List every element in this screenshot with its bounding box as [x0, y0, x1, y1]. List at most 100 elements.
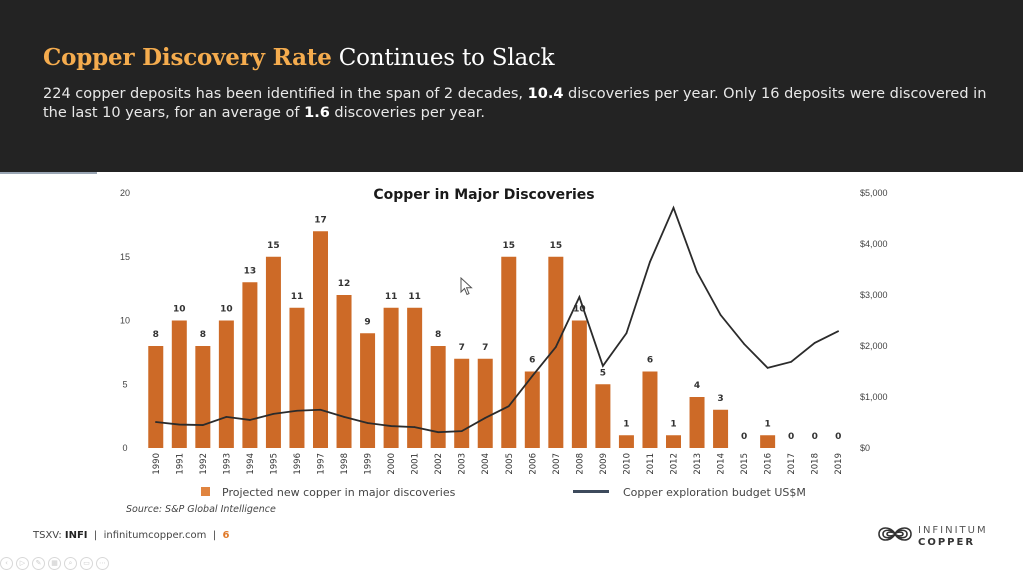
- bar: [760, 435, 776, 448]
- bar: [430, 346, 446, 448]
- line-point: [719, 314, 722, 316]
- previous-slide-button[interactable]: ‹: [0, 557, 13, 570]
- bar-value-label: 15: [550, 241, 563, 251]
- legend: Projected new copper in major discoverie…: [201, 486, 806, 499]
- pen-tool-button[interactable]: ✎: [32, 557, 45, 570]
- x-axis-tick-label: 1990: [152, 453, 162, 475]
- line-point: [178, 423, 181, 426]
- footer-ticker: INFI: [64, 530, 88, 541]
- bar: [336, 295, 352, 448]
- x-axis-tick-label: 1997: [317, 453, 327, 475]
- left-axis-tick-label: 10: [120, 316, 130, 326]
- bar-value-label: 10: [173, 305, 186, 315]
- bar-value-label: 0: [835, 432, 841, 442]
- x-axis: 1990 1991 1992 1993 1994 1995 1996 1997 1998 1999…: [152, 453, 844, 475]
- right-axis-tick-label: $3,000: [860, 290, 888, 300]
- x-axis-tick-label: 2017: [787, 453, 797, 475]
- line-point: [555, 346, 557, 348]
- bar: [242, 282, 258, 448]
- x-axis-tick-label: 2018: [811, 453, 821, 475]
- line-point: [202, 424, 204, 426]
- logo-word-infinitum: INFINITUM: [918, 525, 988, 536]
- left-axis-tick-label: 15: [120, 252, 130, 262]
- right-axis-tick-label: $4,000: [860, 239, 888, 249]
- right-axis: $0 $1,000 $2,000 $3,000 $4,000 $5,000: [860, 188, 888, 453]
- bar: [195, 346, 211, 448]
- bar-value-label: 5: [600, 368, 606, 378]
- bar: [642, 371, 658, 448]
- subtitles-button[interactable]: ▭: [80, 557, 93, 570]
- bar-value-label: 6: [529, 356, 535, 366]
- bar-value-label: 11: [385, 292, 398, 302]
- x-axis-tick-label: 2008: [575, 453, 585, 475]
- x-axis-tick-label: 1998: [340, 453, 350, 475]
- bar: [171, 320, 187, 448]
- bar-value-label: 10: [220, 305, 233, 315]
- chart-title: Copper in Major Discoveries: [373, 187, 594, 203]
- footer-separator: |: [212, 530, 217, 541]
- legend-label-line: Copper exploration budget US$M: [623, 486, 806, 499]
- presentation-toolbar: ‹ ▷ ✎ ▦ ⌕ ▭ ⋯: [0, 557, 109, 571]
- x-axis-tick-label: 2004: [481, 453, 491, 475]
- left-axis-tick-label: 0: [122, 443, 127, 453]
- bar-value-label: 13: [244, 266, 257, 276]
- left-axis-tick-label: 20: [120, 188, 130, 198]
- bar-series: [148, 231, 776, 448]
- subtitle-text: discoveries per year.: [329, 105, 485, 121]
- x-axis-tick-label: 2016: [764, 453, 774, 475]
- bar: [501, 256, 517, 448]
- bar: [360, 333, 376, 448]
- line-point: [531, 375, 534, 377]
- more-options-button[interactable]: ⋯: [96, 557, 109, 570]
- bar: [548, 256, 564, 448]
- line-point: [484, 417, 487, 419]
- line-point: [696, 271, 698, 273]
- bar-value-label: 0: [788, 432, 794, 442]
- line-point: [319, 408, 322, 411]
- bar-value-label: 0: [741, 432, 747, 442]
- x-axis-tick-label: 1995: [269, 453, 279, 475]
- page-number: 6: [222, 530, 230, 541]
- line-point: [578, 296, 581, 298]
- line-point: [390, 425, 392, 427]
- bar: [618, 435, 634, 448]
- line-point: [249, 419, 251, 421]
- line-series: [154, 205, 840, 434]
- x-axis-tick-label: 2019: [834, 453, 844, 475]
- zoom-button[interactable]: ⌕: [64, 557, 77, 570]
- bar-value-label: 8: [200, 330, 206, 340]
- line-point: [507, 405, 510, 407]
- line-point: [343, 416, 345, 418]
- legend-label-bar: Projected new copper in major discoverie…: [222, 486, 456, 499]
- bar: [454, 358, 470, 448]
- line-point: [837, 330, 840, 333]
- right-axis-tick-label: $0: [860, 443, 870, 453]
- bar-value-label: 4: [694, 381, 700, 391]
- bar: [383, 307, 399, 448]
- line-point: [602, 365, 604, 367]
- line-point: [790, 361, 792, 363]
- x-axis-tick-label: 2011: [646, 453, 656, 475]
- bar: [595, 384, 611, 448]
- line-point: [672, 206, 675, 209]
- line-point: [413, 426, 416, 428]
- line-point: [225, 416, 228, 418]
- x-axis-tick-label: 1993: [222, 453, 232, 475]
- x-axis-tick-label: 1992: [199, 453, 209, 475]
- x-axis-tick-label: 2006: [528, 453, 538, 475]
- bar-value-label: 6: [647, 356, 653, 366]
- bar-value-label: 1: [670, 419, 676, 429]
- bar-value-label: 17: [314, 215, 327, 225]
- bar-value-label: 3: [717, 394, 723, 404]
- bar-value-label: 1: [765, 419, 771, 429]
- legend-swatch-bar: [201, 487, 210, 496]
- right-axis-tick-label: $5,000: [860, 188, 888, 198]
- next-slide-button[interactable]: ▷: [16, 557, 29, 570]
- bar: [313, 231, 328, 448]
- bar: [524, 371, 540, 448]
- slide-sorter-button[interactable]: ▦: [48, 557, 61, 570]
- bar: [218, 320, 234, 448]
- footer-ticker-prefix: TSXV:: [33, 530, 65, 541]
